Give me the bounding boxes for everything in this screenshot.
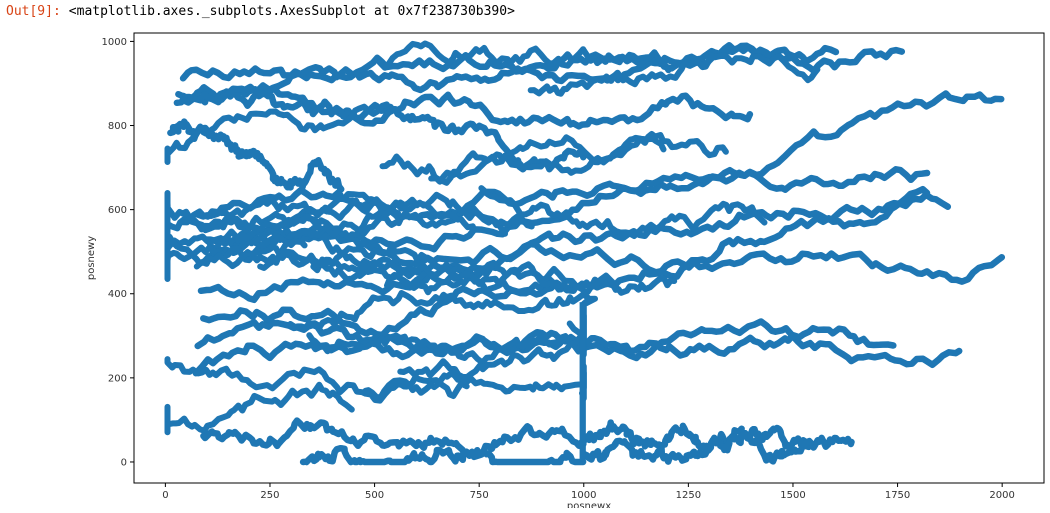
y-tick-label: 0 (121, 457, 127, 468)
y-tick-label: 1000 (102, 37, 127, 48)
y-axis-label: posnewy (86, 236, 97, 280)
trajectory-path (299, 445, 587, 466)
chart-svg: 0 250 500 750 1000 1250 1500 1750 2000 0 200 400 60… (86, 32, 1045, 512)
trajectory-path (202, 230, 1006, 285)
y-tick-label: 200 (108, 373, 127, 384)
x-tick-label: 1000 (571, 490, 596, 501)
output-line: Out[9]: <matplotlib.axes._subplots.AxesS… (6, 1, 515, 21)
x-tick-label: 250 (260, 490, 279, 501)
output-repr: <matplotlib.axes._subplots.AxesSubplot a… (68, 3, 515, 19)
trajectory-path (187, 42, 840, 106)
trajectory-path (164, 101, 390, 165)
trajectory-path (197, 191, 952, 304)
x-tick-label: 750 (470, 490, 489, 501)
x-axis-label: posnewx (567, 501, 611, 508)
trajectory-path (287, 290, 591, 331)
trajectory-path (179, 196, 476, 231)
trajectory-path (580, 419, 814, 454)
trajectory-path (306, 332, 587, 366)
y-tick-label: 800 (108, 121, 127, 132)
scatter-chart: 0 250 500 750 1000 1250 1500 1750 2000 0 200 400 60… (0, 24, 1050, 512)
x-tick-label: 1500 (780, 490, 805, 501)
trajectory-path (164, 238, 308, 282)
axes-frame (133, 32, 1045, 484)
trajectory-path (478, 185, 768, 239)
trajectory-path (376, 40, 672, 74)
trajectory-path (164, 356, 470, 404)
trajectory-path (164, 190, 324, 242)
trajectory-path (200, 417, 587, 461)
output-prompt: Out[9]: (6, 3, 61, 19)
y-tick-label: 600 (108, 205, 127, 216)
trajectory-path (164, 381, 355, 436)
x-tick-label: 1250 (676, 490, 701, 501)
scatter-points (164, 40, 1006, 466)
x-tick-label: 1750 (885, 490, 910, 501)
trajectory-path (428, 131, 729, 186)
y-axis: 0 200 400 600 800 1000 (102, 37, 134, 468)
x-tick-label: 0 (162, 490, 168, 501)
trajectory-path (206, 205, 508, 252)
trajectory-path (257, 248, 564, 296)
x-tick-label: 500 (365, 490, 384, 501)
trajectory-path (193, 242, 496, 279)
trajectory-path (193, 166, 931, 222)
trajectory-path (379, 134, 667, 185)
trajectory-path (527, 52, 821, 97)
x-axis: 0 250 500 750 1000 1250 1500 1750 2000 (162, 483, 1015, 501)
trajectory-path (173, 84, 754, 130)
x-tick-label: 2000 (989, 490, 1014, 501)
boundary-band (579, 302, 586, 462)
y-tick-label: 400 (108, 289, 127, 300)
